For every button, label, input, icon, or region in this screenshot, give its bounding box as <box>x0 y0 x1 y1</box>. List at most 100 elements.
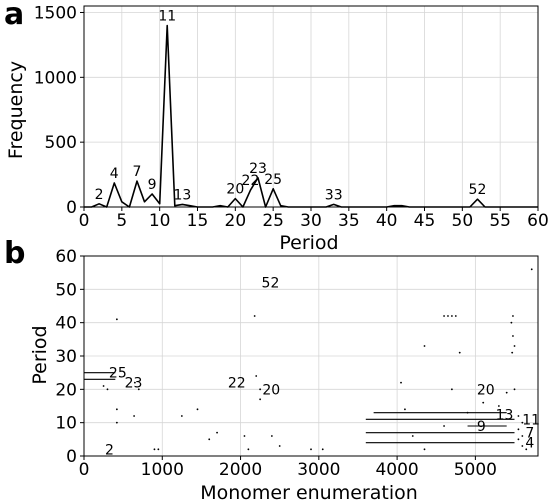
panel-b-y-ticks: 0 10 20 30 40 50 60 <box>55 247 84 467</box>
panel-b-point <box>259 388 262 391</box>
panel-b-point <box>153 448 156 451</box>
panel-b-point <box>243 435 246 437</box>
panel-b-point <box>133 415 135 417</box>
panel-b-annotation: 2 <box>105 442 114 458</box>
panel-b-annotation: 52 <box>262 276 280 292</box>
panel-b-y-tick-label: 50 <box>55 280 77 300</box>
panel-b-point <box>270 435 273 437</box>
panel-a-x-tick-label: 30 <box>300 211 322 231</box>
panel-b-annotation: 23 <box>125 376 143 392</box>
panel-b-annotation: 7 <box>525 426 534 442</box>
panel-a-x-axis-label: Period <box>279 232 338 254</box>
panel-a-x-tick-label: 45 <box>414 211 436 231</box>
panel-b-axes-frame <box>83 255 539 457</box>
panel-a-y-tick-label: 500 <box>45 133 77 153</box>
panel-b-annotation: 4 <box>525 436 534 452</box>
panel-b-y-tick-label: 0 <box>66 447 77 467</box>
panel-a-peak-label: 20 <box>226 182 244 198</box>
panel-b-annotation: 9 <box>477 419 486 435</box>
panel-b-x-tick-label: 0 <box>79 460 90 480</box>
panel-a-y-tick-label: 0 <box>66 198 77 218</box>
panel-a-x-tick-label: 35 <box>338 211 360 231</box>
panel-b-point <box>115 421 118 424</box>
panel-a-y-axis-label: Frequency <box>5 61 27 159</box>
panel-a-y-tick-label: 1500 <box>34 3 77 23</box>
panel-b-y-tick-label: 40 <box>55 314 77 334</box>
panel-b-point <box>513 388 516 391</box>
panel-b-annotation: 11 <box>522 412 540 428</box>
panel-a-y-ticks: 0 500 1000 1500 <box>34 3 84 218</box>
panel-b-x-ticks: 0 1000 2000 3000 4000 5000 <box>79 456 497 480</box>
panel-b-point <box>133 381 136 384</box>
panel-b-point <box>321 448 324 451</box>
panel-b-point <box>443 315 445 317</box>
panel-a-peak-label: 13 <box>173 187 191 203</box>
panel-a-x-tick-label: 10 <box>149 211 171 231</box>
panel-a-x-tick-label: 25 <box>262 211 284 231</box>
panel-b-annotation: 25 <box>109 366 127 382</box>
panel-b-x-tick-label: 2000 <box>219 460 262 480</box>
panel-b-point <box>115 408 118 411</box>
panel-b-point <box>411 435 414 437</box>
panel-b-point <box>497 405 500 407</box>
panel-b-annotation: 20 <box>477 382 495 398</box>
panel-b-point <box>482 401 485 404</box>
panel-b-point <box>512 315 514 317</box>
panel-b-x-tick-label: 4000 <box>375 460 418 480</box>
panel-b-point <box>253 315 256 317</box>
panel-b-point <box>400 381 402 384</box>
panel-b-point <box>458 351 461 354</box>
panel-b-point <box>525 448 528 451</box>
panel-b-point <box>513 345 516 347</box>
panel-a-peak-label: 52 <box>469 182 487 198</box>
panel-a-axes-frame <box>83 5 539 208</box>
panel-a-x-tick-label: 20 <box>225 211 247 231</box>
panel-b-point <box>510 321 513 324</box>
panel-b-point <box>255 375 258 377</box>
panel-a-peak-label: 23 <box>249 161 267 177</box>
panel-b-point <box>443 425 445 427</box>
panel-b-point <box>517 428 520 431</box>
panel-b-point <box>216 431 218 434</box>
panel-b-point <box>180 415 183 417</box>
panel-a-peak-label: 7 <box>133 164 142 180</box>
panel-a-peak-label: 33 <box>325 187 343 203</box>
panel-b-point <box>404 408 406 411</box>
panel-a-x-tick-label: 5 <box>116 211 127 231</box>
panel-b-x-tick-label: 1000 <box>141 460 184 480</box>
panel-letter-b: b <box>4 236 25 271</box>
panel-b-x-tick-label: 5000 <box>454 460 497 480</box>
panel-a-peak-label: 11 <box>158 8 176 24</box>
panel-b-point <box>247 448 250 451</box>
panel-b-point <box>450 388 453 391</box>
panel-a-peak-label: 22 <box>242 173 260 189</box>
panel-b-point <box>505 391 508 394</box>
panel-b-point <box>447 315 449 317</box>
panel-b-point <box>512 335 514 337</box>
panel-a-x-tick-label: 15 <box>187 211 209 231</box>
panel-b-point <box>208 438 211 441</box>
panel-a-peak-label: 25 <box>264 172 282 188</box>
panel-a-x-ticks: 0 5 10 15 20 25 30 35 40 45 50 55 60 <box>79 207 549 231</box>
panel-b-point <box>521 421 524 424</box>
panel-b-point <box>102 385 105 387</box>
panel-a-y-tick-label: 1000 <box>34 68 77 88</box>
panel-b-y-tick-label: 30 <box>55 347 77 367</box>
panel-a-peak-label: 4 <box>110 166 119 182</box>
panel-b-point <box>278 445 281 447</box>
panel-b-y-tick-label: 10 <box>55 414 77 434</box>
panel-b-point <box>115 318 118 321</box>
panel-b-point <box>137 388 140 391</box>
panel-b-point <box>310 448 312 451</box>
panel-b-point <box>423 345 426 347</box>
panel-b-y-tick-label: 20 <box>55 380 77 400</box>
panel-b-point <box>259 398 262 401</box>
panel-b-point <box>521 435 524 437</box>
panel-b-x-axis-label: Monomer enumeration <box>200 482 418 502</box>
panel-b-point <box>517 438 520 441</box>
